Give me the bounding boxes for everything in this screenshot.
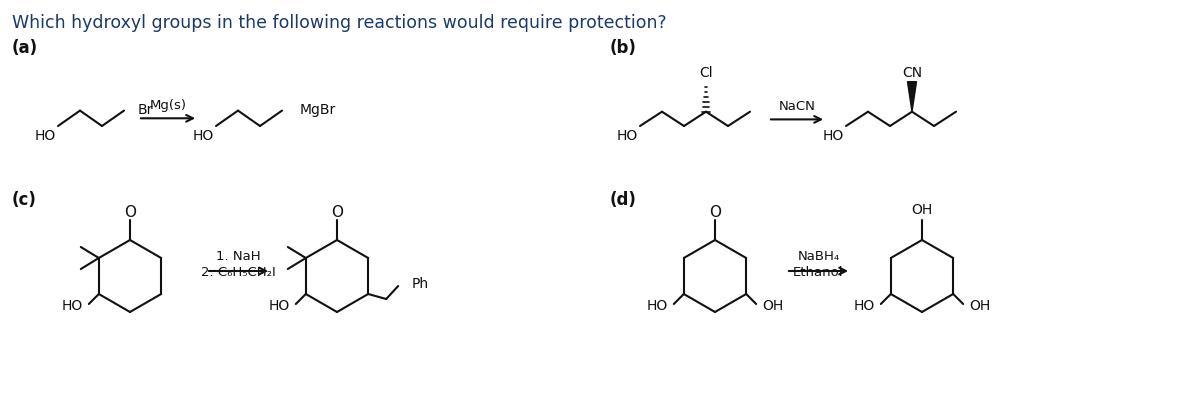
Text: HO: HO bbox=[34, 129, 56, 143]
Text: NaCN: NaCN bbox=[779, 100, 816, 113]
Text: NaBH₄: NaBH₄ bbox=[798, 251, 839, 263]
Text: (a): (a) bbox=[12, 39, 38, 57]
Text: O: O bbox=[124, 204, 136, 219]
Text: (d): (d) bbox=[610, 191, 637, 209]
Text: HO: HO bbox=[269, 299, 290, 313]
Text: HO: HO bbox=[62, 299, 83, 313]
Text: MgBr: MgBr bbox=[300, 103, 336, 116]
Text: OH: OH bbox=[762, 299, 784, 313]
Text: O: O bbox=[709, 204, 721, 219]
Text: Ethanol: Ethanol bbox=[793, 267, 844, 280]
Text: OH: OH bbox=[912, 203, 932, 217]
Text: Mg(s): Mg(s) bbox=[150, 99, 187, 112]
Text: 1. NaH: 1. NaH bbox=[216, 251, 260, 263]
Text: Ph: Ph bbox=[411, 277, 428, 291]
Text: CN: CN bbox=[902, 66, 921, 80]
Text: Br: Br bbox=[138, 103, 153, 116]
Text: Which hydroxyl groups in the following reactions would require protection?: Which hydroxyl groups in the following r… bbox=[12, 14, 667, 32]
Text: HO: HO bbox=[617, 129, 638, 143]
Text: (c): (c) bbox=[12, 191, 37, 209]
Text: O: O bbox=[331, 204, 342, 219]
Text: Cl: Cl bbox=[699, 66, 713, 80]
Text: HO: HO bbox=[854, 299, 875, 313]
Text: HO: HO bbox=[647, 299, 668, 313]
Text: HO: HO bbox=[193, 129, 214, 143]
Text: 2. C₆H₅CH₂I: 2. C₆H₅CH₂I bbox=[201, 267, 276, 280]
Text: OH: OH bbox=[969, 299, 990, 313]
Polygon shape bbox=[907, 82, 917, 112]
Text: HO: HO bbox=[823, 129, 844, 143]
Text: (b): (b) bbox=[610, 39, 637, 57]
